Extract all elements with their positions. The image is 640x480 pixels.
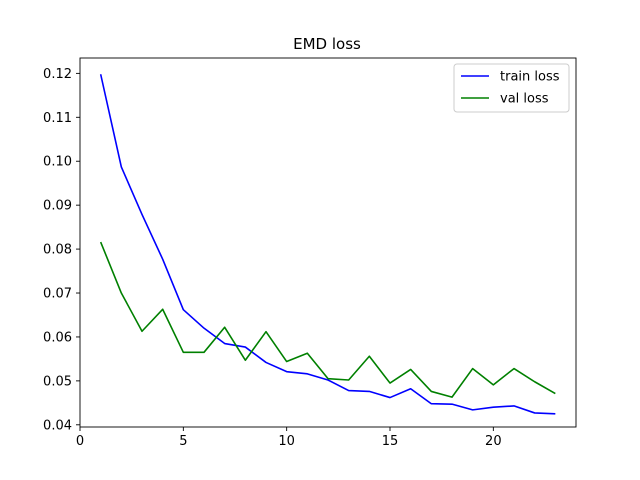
axes-group: 0 5 10 15 20 0.04 0.05 0.06 0.07 0.08 0.09 0.10 0.11… — [43, 57, 577, 449]
series-line-val-loss — [99, 241, 556, 398]
y-tick-label: 0.12 — [43, 67, 72, 82]
y-tick-label: 0.05 — [43, 374, 72, 389]
y-tick-label: 0.11 — [43, 111, 72, 126]
plot-lines — [99, 74, 556, 415]
legend: train loss val loss — [453, 63, 570, 113]
y-tick-label: 0.07 — [43, 287, 72, 302]
axes-frame — [79, 57, 577, 428]
series-line-train-loss — [99, 74, 556, 415]
y-tick-label: 0.06 — [43, 330, 72, 345]
x-tick-label: 0 — [76, 434, 84, 449]
chart-title: EMD loss — [293, 35, 361, 53]
legend-label: val loss — [500, 92, 549, 107]
x-tick-label: 15 — [382, 434, 399, 449]
x-tick-label: 20 — [485, 434, 502, 449]
y-tick-label: 0.04 — [43, 418, 72, 433]
y-tick-label: 0.10 — [43, 155, 72, 170]
x-tick-label: 10 — [278, 434, 295, 449]
y-tick-label: 0.08 — [43, 243, 72, 258]
x-tick-label: 5 — [179, 434, 187, 449]
legend-label: train loss — [500, 70, 560, 85]
y-tick-label: 0.09 — [43, 199, 72, 214]
